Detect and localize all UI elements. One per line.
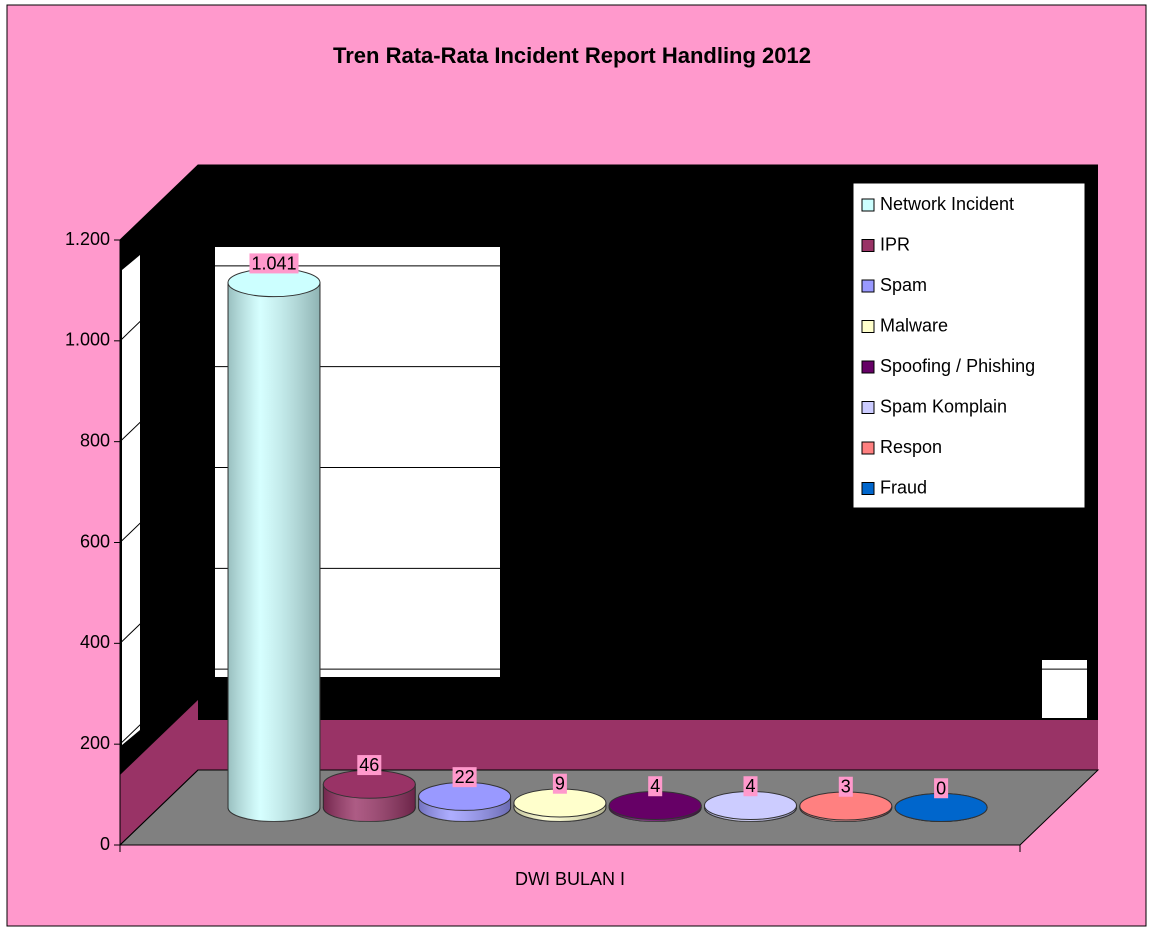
grid-line <box>119 769 1098 846</box>
legend-swatch <box>861 320 875 333</box>
grid-line <box>119 164 1098 241</box>
data-label-bg <box>934 778 949 799</box>
y-tick-label: 200 <box>80 733 110 753</box>
chart-title: Tren Rata-Rata Incident Report Handling … <box>333 43 811 68</box>
data-label: 46 <box>359 755 379 775</box>
data-label: 22 <box>455 767 475 787</box>
legend-swatch <box>861 482 875 495</box>
legend-label: Respon <box>880 437 942 457</box>
side-wall-base <box>120 700 198 845</box>
legend-label: IPR <box>880 234 910 254</box>
legend-swatch <box>861 441 875 455</box>
data-label-bg <box>357 755 382 776</box>
legend-label: Spam <box>880 275 927 295</box>
data-label-bg <box>452 767 477 788</box>
legend-swatch <box>861 279 875 293</box>
back-wall-base <box>198 720 1098 770</box>
legend-label: Fraud <box>880 477 927 497</box>
legend-label: Spoofing / Phishing <box>880 356 1035 376</box>
side-panel <box>122 255 140 745</box>
legend-label: Spam Komplain <box>880 396 1007 416</box>
bars: 1.041 46 22 9 4 4 3 0 <box>227 253 988 822</box>
x-tick-label: DWI BULAN I <box>515 869 625 889</box>
bar-shade <box>228 282 320 822</box>
legend-swatch <box>861 198 875 212</box>
grid-line <box>119 366 1098 443</box>
data-label: 4 <box>650 776 660 796</box>
data-label-bg <box>648 776 663 797</box>
legend-swatch <box>861 360 875 374</box>
grid-line <box>119 567 1098 644</box>
grid-line <box>119 265 1098 342</box>
legend-swatch <box>861 239 875 252</box>
grid-line <box>119 467 1098 543</box>
y-tick-label: 1.000 <box>65 330 110 350</box>
data-label-bg <box>743 776 758 797</box>
y-tick-label: 400 <box>80 632 110 652</box>
grid-line <box>119 668 1098 745</box>
legend-label: Malware <box>880 315 948 335</box>
y-tick-label: 1.200 <box>65 229 110 249</box>
grid <box>119 164 1098 846</box>
data-label: 0 <box>936 778 946 798</box>
data-label: 3 <box>841 777 851 797</box>
y-tick-label: 600 <box>80 531 110 551</box>
data-label-bg <box>838 776 853 797</box>
y-tick-label: 800 <box>80 430 110 450</box>
y-tick-label: 0 <box>100 834 110 854</box>
data-label-bg <box>552 773 567 794</box>
legend-box <box>852 182 1086 509</box>
data-label: 1.041 <box>251 253 296 273</box>
legend-label: Network Incident <box>880 194 1014 214</box>
legend: Network Incident IPR Spam Malware Spoofing /… <box>852 182 1086 509</box>
data-label: 4 <box>745 776 755 796</box>
legend-swatch <box>861 401 875 414</box>
data-label: 9 <box>555 774 565 794</box>
data-label-bg <box>249 253 299 274</box>
